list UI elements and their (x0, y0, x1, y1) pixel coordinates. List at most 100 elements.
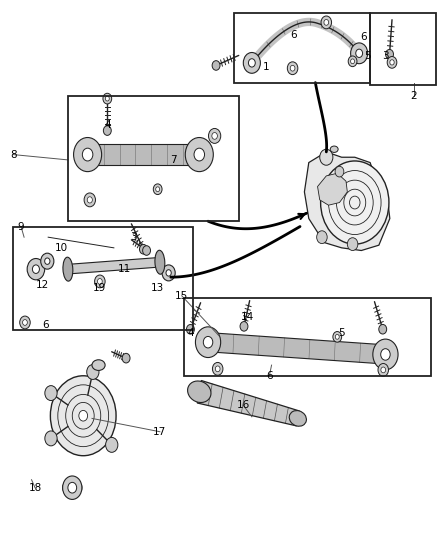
Circle shape (79, 410, 88, 421)
Bar (370, 13, 436, 85)
Circle shape (335, 166, 344, 177)
Text: 8: 8 (10, 150, 17, 159)
Circle shape (287, 62, 298, 75)
Circle shape (350, 59, 355, 64)
Circle shape (162, 265, 175, 281)
Circle shape (350, 43, 367, 64)
Ellipse shape (330, 146, 338, 152)
Circle shape (32, 265, 39, 273)
Polygon shape (304, 152, 390, 251)
Circle shape (27, 259, 45, 280)
Ellipse shape (289, 410, 307, 426)
Bar (13, 227, 193, 330)
Text: 6: 6 (266, 371, 273, 381)
Circle shape (23, 320, 27, 325)
Polygon shape (208, 333, 386, 364)
Circle shape (74, 138, 102, 172)
Circle shape (387, 56, 397, 68)
Text: 7: 7 (170, 155, 177, 165)
Text: 6: 6 (360, 33, 367, 42)
Circle shape (248, 59, 255, 67)
Text: 9: 9 (18, 222, 25, 231)
Text: 15: 15 (175, 291, 188, 301)
Text: 19: 19 (93, 283, 106, 293)
Circle shape (347, 238, 358, 251)
Polygon shape (197, 381, 299, 426)
Circle shape (290, 66, 295, 71)
Circle shape (187, 325, 194, 334)
Circle shape (185, 138, 213, 172)
Ellipse shape (63, 480, 82, 496)
Ellipse shape (92, 360, 105, 370)
Bar (184, 298, 431, 376)
Circle shape (336, 335, 339, 340)
Circle shape (390, 60, 394, 65)
Circle shape (103, 126, 111, 135)
Circle shape (82, 148, 93, 161)
Text: 5: 5 (338, 328, 345, 338)
Circle shape (105, 96, 110, 101)
Circle shape (379, 325, 387, 334)
Text: 13: 13 (151, 283, 164, 293)
Text: 1: 1 (263, 62, 270, 71)
Text: 3: 3 (382, 51, 389, 61)
Text: 14: 14 (241, 312, 254, 322)
Text: 2: 2 (410, 91, 417, 101)
Text: 4: 4 (105, 120, 112, 130)
Circle shape (166, 270, 171, 276)
Circle shape (20, 316, 30, 329)
Circle shape (156, 187, 159, 191)
Circle shape (143, 246, 151, 255)
Text: 10: 10 (55, 243, 68, 253)
Circle shape (320, 149, 333, 165)
Circle shape (215, 366, 220, 372)
Text: 16: 16 (237, 400, 250, 410)
Circle shape (385, 50, 393, 59)
Text: 18: 18 (28, 483, 42, 492)
Circle shape (41, 253, 54, 269)
Circle shape (50, 376, 116, 456)
Circle shape (381, 349, 390, 360)
Circle shape (333, 332, 342, 342)
Text: 17: 17 (153, 427, 166, 437)
Polygon shape (67, 257, 160, 274)
Circle shape (98, 279, 102, 284)
Circle shape (244, 53, 260, 74)
Text: 12: 12 (36, 280, 49, 290)
Circle shape (68, 482, 77, 493)
Circle shape (212, 133, 217, 139)
Text: 11: 11 (118, 264, 131, 274)
Circle shape (208, 128, 221, 143)
Circle shape (87, 197, 92, 203)
Circle shape (95, 275, 105, 288)
Circle shape (106, 438, 118, 453)
Circle shape (139, 245, 147, 254)
Circle shape (348, 56, 357, 67)
Circle shape (317, 231, 327, 244)
Circle shape (45, 258, 50, 264)
Circle shape (321, 161, 389, 244)
Circle shape (122, 353, 130, 363)
Circle shape (63, 476, 82, 499)
Circle shape (84, 193, 95, 207)
Text: 5: 5 (364, 51, 371, 61)
Circle shape (324, 20, 328, 25)
Text: 6: 6 (42, 320, 49, 330)
Bar (234, 13, 370, 83)
Circle shape (195, 327, 221, 358)
Circle shape (103, 93, 112, 104)
Circle shape (240, 321, 248, 331)
Circle shape (194, 148, 205, 161)
Polygon shape (88, 144, 199, 165)
Bar (68, 96, 239, 221)
Circle shape (45, 431, 57, 446)
Ellipse shape (187, 381, 211, 402)
Circle shape (373, 339, 398, 370)
Circle shape (321, 16, 332, 29)
Circle shape (381, 367, 385, 373)
Text: 4: 4 (187, 328, 194, 338)
Text: 6: 6 (290, 30, 297, 39)
Polygon shape (318, 173, 347, 205)
Circle shape (378, 364, 389, 376)
Circle shape (212, 362, 223, 375)
